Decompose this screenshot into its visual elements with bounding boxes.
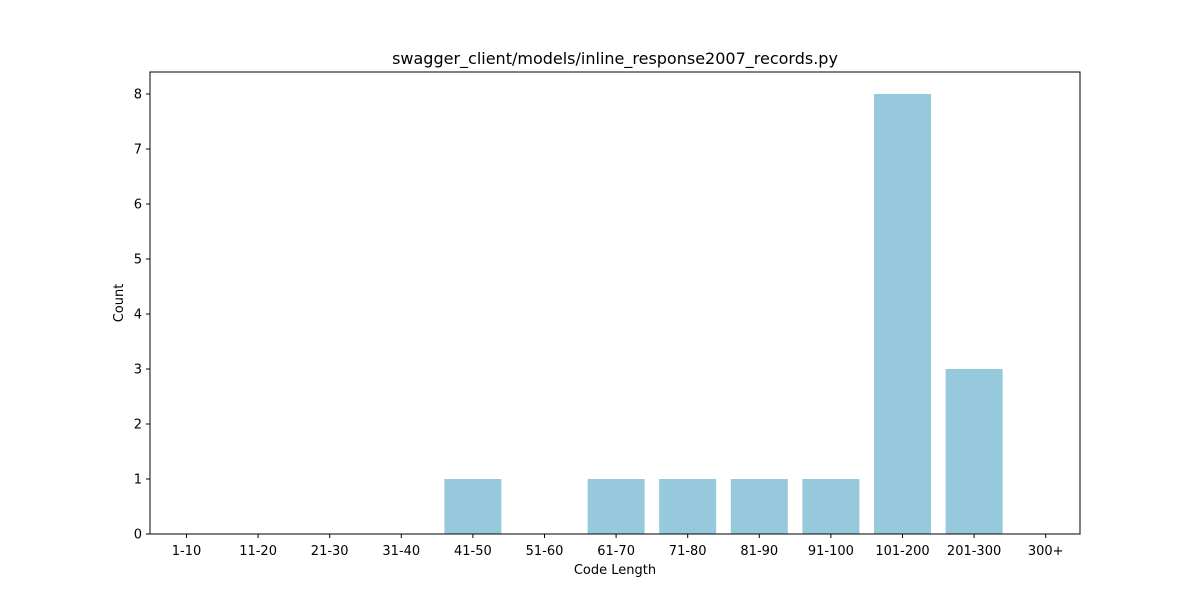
bar-201-300: [945, 369, 1003, 534]
y-tick-label: 6: [134, 198, 142, 213]
y-tick-label: 3: [134, 363, 142, 378]
x-tick-label: 101-200: [875, 544, 929, 559]
x-tick-label: 31-40: [382, 544, 420, 559]
y-tick-label: 1: [134, 473, 142, 488]
y-tick-label: 4: [134, 308, 142, 323]
x-tick-label: 1-10: [172, 544, 202, 559]
x-tick-label: 61-70: [597, 544, 635, 559]
x-tick-label: 91-100: [808, 544, 854, 559]
bars-group: [444, 94, 1003, 534]
x-tick-label: 51-60: [526, 544, 564, 559]
bar-61-70: [587, 479, 645, 534]
x-tick-label: 201-300: [947, 544, 1001, 559]
y-tick-label: 8: [134, 88, 142, 103]
bar-71-80: [659, 479, 717, 534]
y-axis: 0 1 2 3 4 5 6 7 8: [134, 88, 150, 543]
plot-frame: [149, 71, 1081, 535]
chart-title: swagger_client/models/inline_response200…: [392, 49, 838, 69]
bar-101-200: [874, 94, 931, 534]
bar-81-90: [730, 479, 788, 534]
y-tick-label: 0: [134, 528, 142, 543]
y-tick-label: 5: [134, 253, 142, 268]
x-axis-label: Code Length: [574, 563, 656, 578]
y-tick-label: 7: [134, 143, 142, 158]
x-axis: 1-10 11-20 21-30 31-40 41-50 51-60 61-70 71-80 8…: [172, 534, 1064, 559]
x-tick-label: 11-20: [239, 544, 277, 559]
y-axis-label: Count: [112, 284, 127, 323]
bar-91-100: [802, 479, 860, 534]
bar-41-50: [444, 479, 502, 534]
x-tick-label: 71-80: [669, 544, 707, 559]
x-tick-label: 41-50: [454, 544, 492, 559]
x-tick-label: 81-90: [740, 544, 778, 559]
y-tick-label: 2: [134, 418, 142, 433]
x-tick-label: 21-30: [311, 544, 349, 559]
x-tick-label: 300+: [1028, 544, 1064, 559]
